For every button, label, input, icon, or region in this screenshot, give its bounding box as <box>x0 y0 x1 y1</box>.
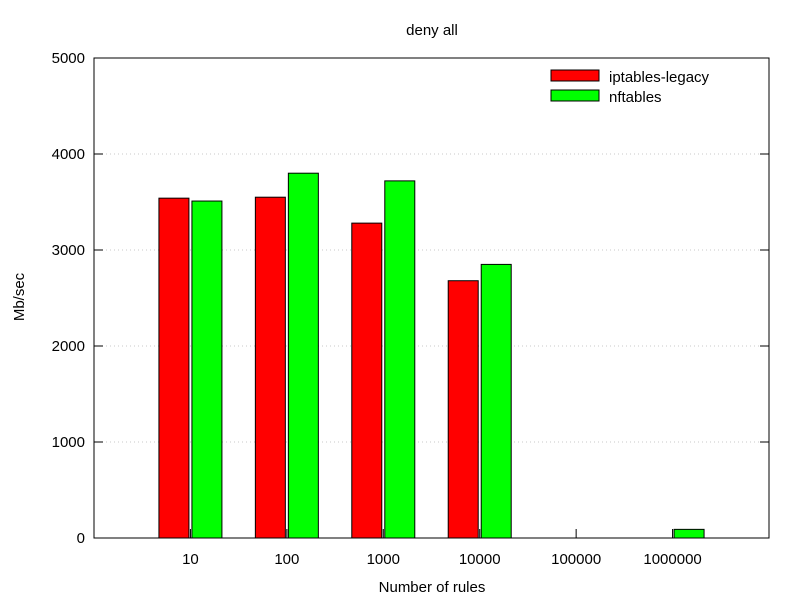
bar-nftables-100 <box>287 172 319 539</box>
bar-iptables-legacy-1000 <box>351 222 383 539</box>
y-tick-label: 1000 <box>52 434 85 451</box>
bars <box>158 172 705 539</box>
y-tick-label: 2000 <box>52 338 85 355</box>
legend: iptables-legacy nftables <box>550 69 710 106</box>
y-tick-label: 5000 <box>52 50 85 67</box>
x-tick-label: 100 <box>274 551 299 568</box>
bar-nftables-10 <box>191 200 223 539</box>
y-tick-label: 3000 <box>52 242 85 259</box>
x-tick-label: 10 <box>182 551 199 568</box>
y-tick-label: 4000 <box>52 146 85 163</box>
x-tick-label: 1000000 <box>643 551 701 568</box>
x-tick-label: 10000 <box>459 551 501 568</box>
bar-iptables-legacy-10 <box>158 197 190 539</box>
y-axis-label: Mb/sec <box>11 272 28 321</box>
x-tick-label: 100000 <box>551 551 601 568</box>
legend-label-iptables-legacy: iptables-legacy <box>609 69 710 86</box>
bar-nftables-10000 <box>480 263 512 539</box>
legend-swatch-nftables <box>550 89 600 102</box>
axis-ticks: 0 1000 2000 3000 4000 5000 10 100 1000 10000 10000… <box>52 50 769 568</box>
bar-nftables-1000000 <box>673 528 705 539</box>
bar-iptables-legacy-100 <box>254 196 286 539</box>
chart-title: deny all <box>406 22 458 39</box>
x-tick-label: 1000 <box>367 551 400 568</box>
bar-nftables-1000 <box>384 180 416 539</box>
y-tick-label: 0 <box>77 530 85 547</box>
legend-label-nftables: nftables <box>609 89 662 106</box>
plot-frame <box>93 57 770 539</box>
legend-swatch-iptables-legacy <box>550 69 600 82</box>
x-axis-label: Number of rules <box>379 579 486 596</box>
bar-iptables-legacy-10000 <box>447 280 479 539</box>
